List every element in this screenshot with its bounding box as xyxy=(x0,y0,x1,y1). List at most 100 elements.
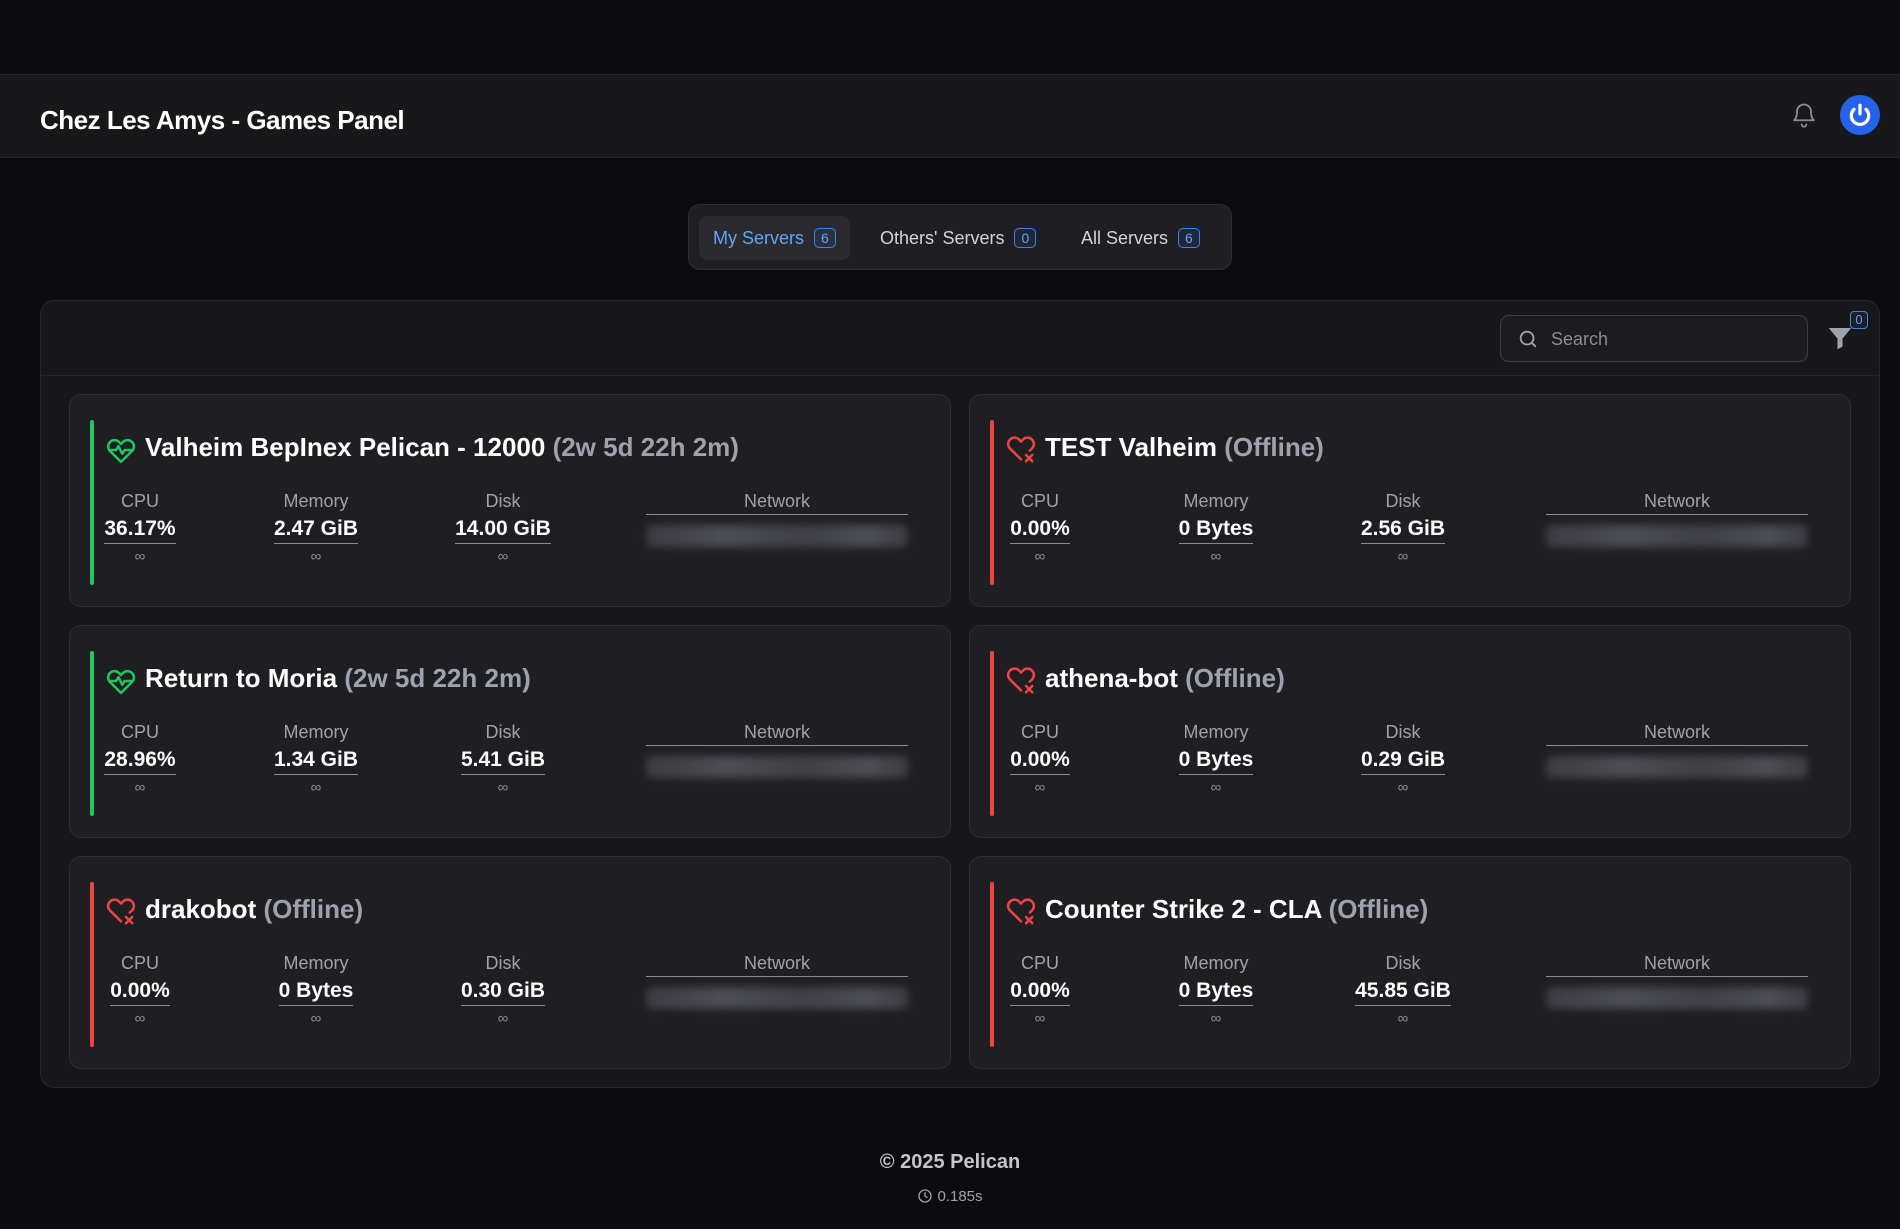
server-status-text: (Offline) xyxy=(1328,894,1429,924)
network-address-blurred xyxy=(1546,987,1808,1009)
tab-all-servers[interactable]: All Servers 6 xyxy=(1067,216,1214,260)
stat-disk: Disk 2.56 GiB ∞ xyxy=(1323,491,1483,565)
stat-label: Disk xyxy=(1385,722,1421,742)
stat-value: 0 Bytes xyxy=(1178,748,1254,775)
stat-limit: ∞ xyxy=(1397,779,1409,796)
stat-value: 45.85 GiB xyxy=(1355,979,1451,1006)
stat-limit: ∞ xyxy=(134,779,146,796)
heart-pulse-icon xyxy=(106,666,136,696)
heart-x-icon xyxy=(1006,666,1036,696)
server-card[interactable]: Return to Moria (2w 5d 22h 2m) CPU 28.96% ∞… xyxy=(69,625,951,838)
tab-my-servers[interactable]: My Servers 6 xyxy=(699,216,850,260)
app-title[interactable]: Chez Les Amys - Games Panel xyxy=(40,105,405,135)
user-avatar[interactable] xyxy=(1840,95,1880,135)
power-icon xyxy=(1849,103,1871,126)
stat-limit: ∞ xyxy=(310,1010,322,1027)
network-address-blurred xyxy=(646,756,908,778)
stat-label: Disk xyxy=(1385,953,1421,973)
stat-label: Network xyxy=(646,722,908,746)
server-status-text: (Offline) xyxy=(263,894,364,924)
network-address-blurred xyxy=(646,525,908,547)
status-bar xyxy=(90,882,94,1047)
server-status-text: (2w 5d 22h 2m) xyxy=(552,432,739,462)
stat-cpu: CPU 0.00% ∞ xyxy=(960,722,1120,796)
stat-limit: ∞ xyxy=(497,779,509,796)
stat-value: 0.29 GiB xyxy=(1360,748,1446,775)
stat-limit: ∞ xyxy=(1034,548,1046,565)
stat-value: 0.00% xyxy=(1010,517,1070,544)
footer-copyright: © 2025 Pelican xyxy=(879,1151,1021,1173)
stat-label: Memory xyxy=(1183,953,1249,973)
stat-network: Network xyxy=(646,491,908,547)
stat-label: Memory xyxy=(283,491,349,511)
server-tabs: My Servers 6 Others' Servers 0 All Serve… xyxy=(688,204,1232,270)
stat-value: 0 Bytes xyxy=(1178,979,1254,1006)
stat-value: 0.30 GiB xyxy=(460,979,546,1006)
server-name: drakobot xyxy=(145,894,257,924)
stat-disk: Disk 5.41 GiB ∞ xyxy=(423,722,583,796)
stat-label: Memory xyxy=(1183,722,1249,742)
search-input[interactable] xyxy=(1551,326,1791,352)
server-name: TEST Valheim xyxy=(1045,432,1217,462)
server-title[interactable]: Valheim BepInex Pelican - 12000 (2w 5d 2… xyxy=(145,432,739,463)
status-bar xyxy=(90,651,94,816)
stat-memory: Memory 1.34 GiB ∞ xyxy=(236,722,396,796)
stat-limit: ∞ xyxy=(1034,779,1046,796)
filter-icon[interactable] xyxy=(1825,323,1855,353)
stat-label: Network xyxy=(1546,722,1808,746)
stat-value: 1.34 GiB xyxy=(273,748,359,775)
heart-x-icon xyxy=(106,897,136,927)
server-card[interactable]: Valheim BepInex Pelican - 12000 (2w 5d 2… xyxy=(69,394,951,607)
stat-value: 0.00% xyxy=(1010,979,1070,1006)
stat-limit: ∞ xyxy=(310,548,322,565)
server-status-text: (2w 5d 22h 2m) xyxy=(344,663,531,693)
server-status-text: (Offline) xyxy=(1185,663,1285,693)
tab-others-servers[interactable]: Others' Servers 0 xyxy=(866,216,1050,260)
stat-memory: Memory 0 Bytes ∞ xyxy=(1136,953,1296,1027)
stat-label: Memory xyxy=(283,953,349,973)
stat-network: Network xyxy=(1546,722,1808,778)
stat-cpu: CPU 0.00% ∞ xyxy=(960,491,1120,565)
stat-network: Network xyxy=(646,722,908,778)
server-card[interactable]: Counter Strike 2 - CLA (Offline) CPU 0.00%… xyxy=(969,856,1851,1069)
stat-disk: Disk 14.00 GiB ∞ xyxy=(423,491,583,565)
stat-cpu: CPU 36.17% ∞ xyxy=(60,491,220,565)
bell-icon[interactable] xyxy=(1790,100,1818,130)
stat-limit: ∞ xyxy=(1397,548,1409,565)
top-bar: Chez Les Amys - Games Panel xyxy=(0,74,1900,158)
stat-label: Network xyxy=(646,953,908,977)
server-name: Counter Strike 2 - CLA xyxy=(1045,894,1322,924)
stat-network: Network xyxy=(1546,953,1808,1009)
server-name: athena-bot xyxy=(1045,663,1178,693)
stat-label: Memory xyxy=(283,722,349,742)
stat-label: CPU xyxy=(1020,722,1059,742)
stat-label: Network xyxy=(646,491,908,515)
stat-memory: Memory 0 Bytes ∞ xyxy=(1136,722,1296,796)
stat-value: 0 Bytes xyxy=(1178,517,1254,544)
tab-count-badge: 0 xyxy=(1014,228,1037,248)
server-title[interactable]: Counter Strike 2 - CLA (Offline) xyxy=(1045,894,1428,925)
stat-limit: ∞ xyxy=(1210,548,1222,565)
stat-memory: Memory 2.47 GiB ∞ xyxy=(236,491,396,565)
search-icon xyxy=(1519,330,1537,348)
stat-network: Network xyxy=(1546,491,1808,547)
stat-label: Disk xyxy=(1385,491,1421,511)
stat-label: CPU xyxy=(1020,953,1059,973)
heart-x-icon xyxy=(1006,897,1036,927)
server-card[interactable]: TEST Valheim (Offline) CPU 0.00% ∞ Memory 0 B… xyxy=(969,394,1851,607)
stat-value: 5.41 GiB xyxy=(460,748,546,775)
server-title[interactable]: Return to Moria (2w 5d 22h 2m) xyxy=(145,663,531,694)
stat-limit: ∞ xyxy=(310,779,322,796)
server-card[interactable]: athena-bot (Offline) CPU 0.00% ∞ Memory 0 Byt… xyxy=(969,625,1851,838)
status-bar xyxy=(90,420,94,585)
server-title[interactable]: athena-bot (Offline) xyxy=(1045,663,1285,694)
server-card[interactable]: drakobot (Offline) CPU 0.00% ∞ Memory 0 Bytes… xyxy=(69,856,951,1069)
server-title[interactable]: TEST Valheim (Offline) xyxy=(1045,432,1324,463)
heart-x-icon xyxy=(1006,435,1036,465)
stat-limit: ∞ xyxy=(497,1010,509,1027)
stat-label: Memory xyxy=(1183,491,1249,511)
stat-cpu: CPU 0.00% ∞ xyxy=(60,953,220,1027)
search-box xyxy=(1500,315,1808,362)
server-title[interactable]: drakobot (Offline) xyxy=(145,894,363,925)
stat-label: Network xyxy=(1546,953,1808,977)
